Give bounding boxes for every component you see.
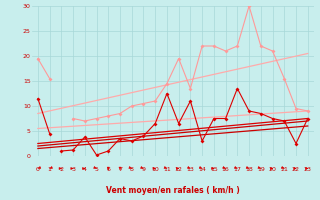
X-axis label: Vent moyen/en rafales ( km/h ): Vent moyen/en rafales ( km/h ): [106, 186, 240, 195]
